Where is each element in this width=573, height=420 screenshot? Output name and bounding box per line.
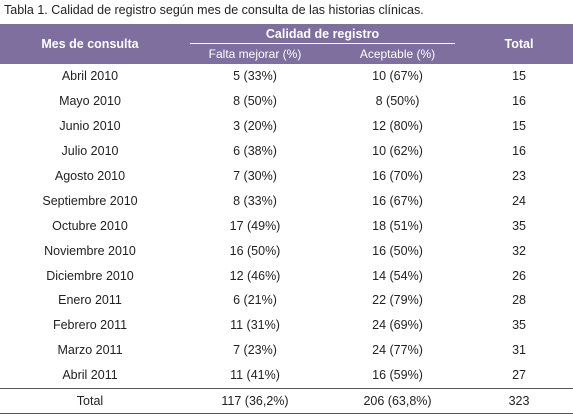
header-cell: Total [465, 24, 573, 64]
table-cell: 5 (33%) [233, 69, 277, 84]
table-cell: 7 (30%) [233, 169, 277, 183]
table-cell: 23 [512, 169, 526, 183]
table-body: Abril 2010 5 (33%) 10 (67%) 15 Mayo 2010 8 (5… [0, 64, 573, 414]
header-row: Falta mejorar (%) Aceptable (%) [0, 44, 573, 64]
table-cell: 16 (50%) [372, 243, 423, 258]
table-cell: 10 (67%) [372, 69, 423, 84]
table-cell: 16 (50%) [229, 243, 281, 258]
table-cell: Diciembre 2010 [46, 268, 134, 283]
table-cell: 11 (31%) [230, 318, 280, 333]
table-cell: 35 [512, 218, 526, 233]
table-cell: Total [0, 387, 180, 414]
table-cell: 31 [512, 343, 526, 358]
table-cell: 16 [512, 144, 526, 159]
table-cell: 16 (59%) [372, 368, 423, 383]
table-cell: Septiembre 2010 [42, 193, 138, 208]
table-cell: 12 (46%) [229, 268, 281, 283]
table-header: Mes de consulta Calidad de registro Tota… [0, 24, 573, 64]
table-cell: 27 [512, 368, 526, 383]
table-row: Mayo 2010 8 (50%) 8 (50%) 16 [0, 89, 573, 114]
header-group: Calidad de registro [180, 24, 466, 44]
table-cell: Noviembre 2010 [44, 243, 136, 258]
table-row: Diciembre 2010 12 (46%) 14 (54%) 26 [0, 263, 573, 288]
table-cell: Abril 2010 [61, 69, 119, 84]
table-cell: 323 [465, 387, 573, 414]
table-cell: 24 [512, 193, 526, 208]
table-cell: 17 (49%) [229, 218, 281, 233]
table-cell: Enero 2011 [58, 293, 122, 308]
table-row: Junio 2010 3 (20%) 12 (80%) 15 [0, 114, 573, 139]
table-cell: 8 (33%) [233, 193, 277, 208]
table-cell: 15 [512, 119, 526, 134]
table-row: Abril 2011 11 (41%) 16 (59%) 27 [0, 363, 573, 388]
table-row: Abril 2010 5 (33%) 10 (67%) 15 [0, 64, 573, 89]
table-cell: 32 [512, 243, 526, 258]
total: Total 117 (36,2%) 206 (63,8%) 323 [0, 387, 573, 414]
header-group-label: Calidad de registro [190, 25, 456, 44]
table-cell: 26 [512, 268, 526, 283]
table-cell: 16 [512, 94, 526, 109]
data-table: Mes de consulta Calidad de registro Tota… [0, 24, 573, 414]
table-cell: Marzo 2011 [57, 343, 123, 358]
table-cell: 24 (77%) [372, 343, 423, 358]
table-row: Noviembre 2010 16 (50%) 16 (50%) 32 [0, 238, 573, 263]
header-row: Mes de consulta Calidad de registro Tota… [0, 24, 573, 64]
table-cell: 11 (41%) [230, 368, 280, 383]
table-cell: Febrero 2011 [52, 318, 128, 333]
table-cell: 24 (69%) [372, 318, 423, 333]
table-row: Julio 2010 6 (38%) 10 (62%) 16 [0, 139, 573, 164]
table-cell: Julio 2010 [61, 144, 119, 159]
table-cell: 16 (67%) [372, 193, 423, 208]
table-cell: 12 (80%) [372, 119, 423, 134]
table-cell: 35 [512, 318, 526, 333]
table-cell: 22 (79%) [372, 293, 423, 308]
table-cell: 14 (54%) [372, 268, 423, 283]
table-cell: 117 (36,2%) [180, 387, 330, 414]
table-cell: 28 [512, 293, 526, 308]
table-cell: Junio 2010 [59, 119, 121, 134]
table-cell: 8 (50%) [233, 94, 277, 109]
header-cell: Mes de consulta [0, 24, 180, 64]
table-row: Septiembre 2010 8 (33%) 16 (67%) 24 [0, 188, 573, 213]
table-cell: 8 (50%) [375, 94, 420, 109]
header-subcell: Aceptable (%) [330, 44, 466, 64]
table-cell: 6 (21%) [233, 293, 277, 308]
table-row: Febrero 2011 11 (31%) 24 (69%) 35 [0, 313, 573, 338]
table-cell: 16 (70%) [372, 169, 423, 183]
table-row: Enero 2011 6 (21%) 22 (79%) 28 [0, 288, 573, 313]
table-cell: 10 (62%) [372, 144, 423, 159]
table-row: Octubre 2010 17 (49%) 18 (51%) 35 [0, 213, 573, 238]
table-cell: 206 (63,8%) [330, 387, 466, 414]
table-cell: 3 (20%) [233, 119, 277, 134]
caption: Tabla 1. Calidad de registro según mes d… [4, 3, 424, 17]
table-cell: Mayo 2010 [59, 94, 121, 109]
header-subcell: Falta mejorar (%) [180, 44, 330, 64]
table-cell: 7 (23%) [233, 343, 277, 358]
table-cell: 15 [512, 69, 526, 84]
table-cell: 18 (51%) [372, 218, 423, 233]
table-cell: Abril 2011 [62, 368, 118, 383]
table-row: Agosto 2010 7 (30%) 16 (70%) 23 [0, 164, 573, 189]
table-row: Marzo 2011 7 (23%) 24 (77%) 31 [0, 338, 573, 363]
table-cell: 6 (38%) [233, 144, 277, 159]
table-cell: Octubre 2010 [52, 218, 128, 233]
table-cell: Agosto 2010 [54, 169, 126, 183]
